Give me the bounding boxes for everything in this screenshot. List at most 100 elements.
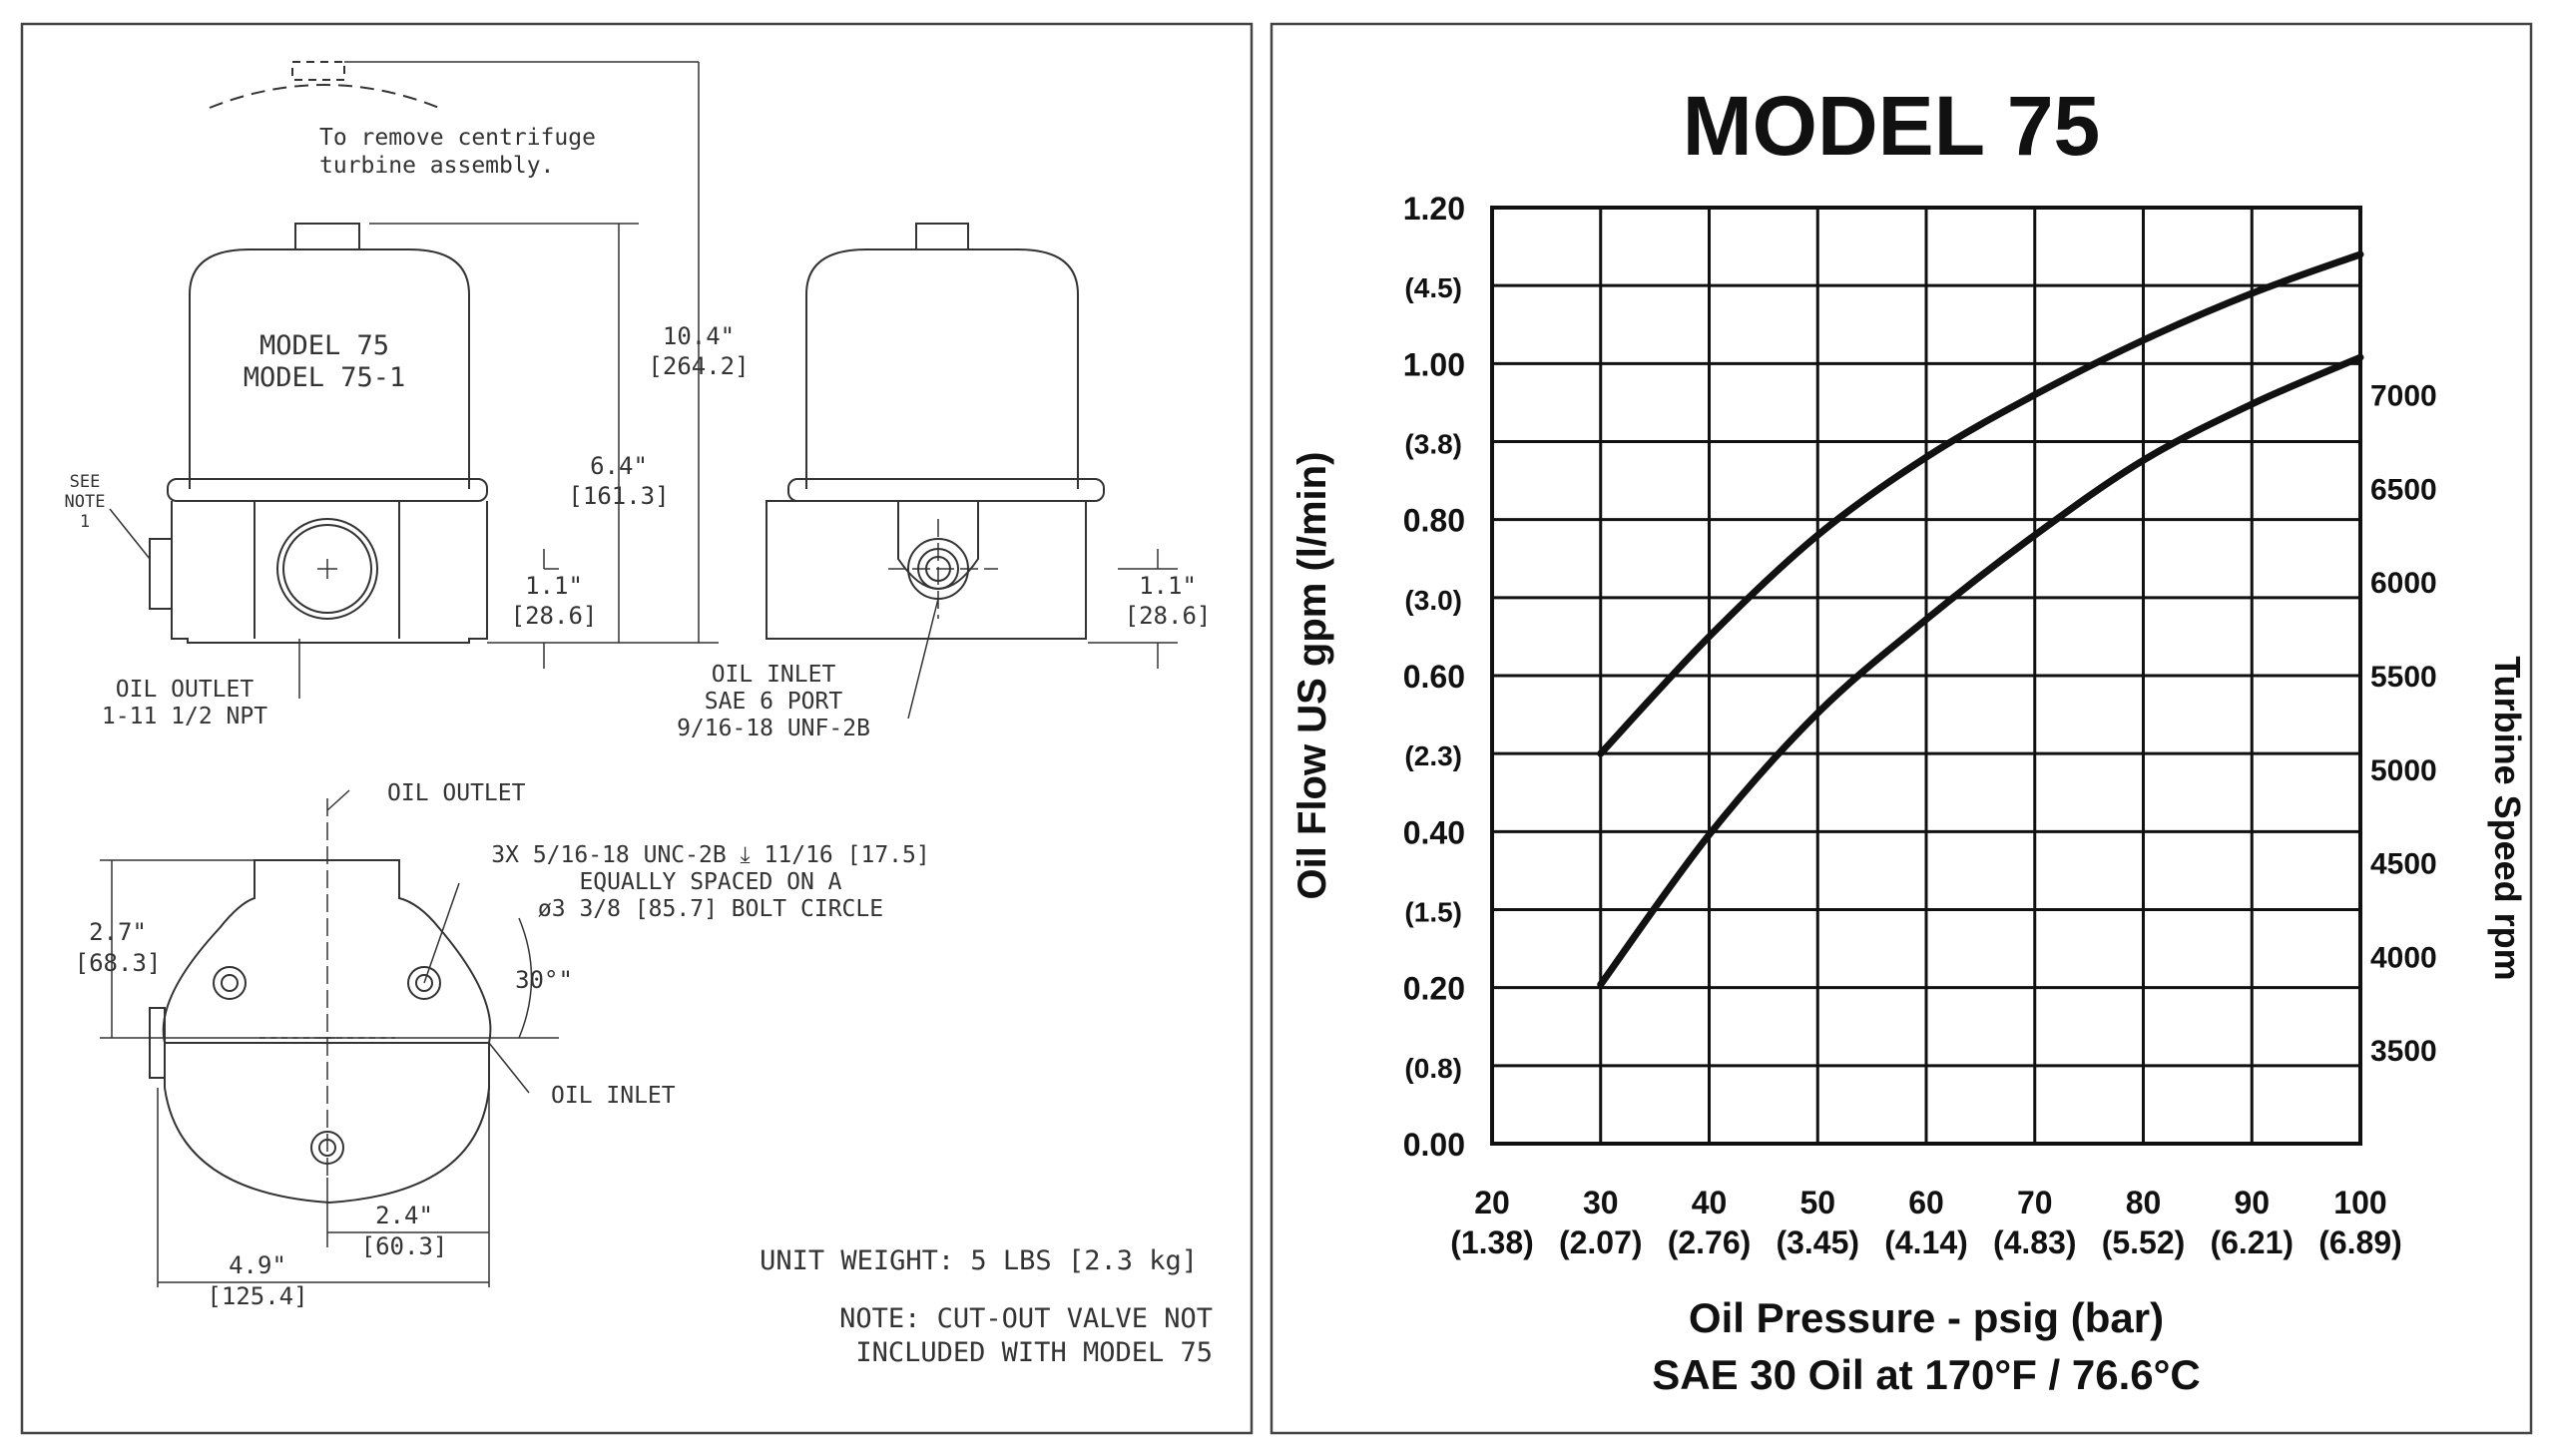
y-tick-sublabel: (3.8) <box>1404 429 1462 460</box>
dimensional-drawing <box>20 22 1254 1435</box>
dim-outlet-height: [28.6] <box>511 602 598 630</box>
see-note-label: NOTE <box>65 492 106 512</box>
y-tick-label: 1.20 <box>1403 191 1465 227</box>
x-tick-sublabel: (4.83) <box>1993 1224 2077 1260</box>
oil-inlet-spec: SAE 6 PORT <box>705 689 843 715</box>
y-tick-sublabel: (1.5) <box>1404 897 1462 928</box>
x-tick-label: 20 <box>1474 1185 1510 1220</box>
dim-body-height: 6.4" <box>590 452 648 480</box>
y2-tick-label: 6000 <box>2370 567 2437 600</box>
x-axis-ticks: 20 (1.38) 30 (2.07) 40 (2.76) 50 (3.45) 60 (4.14)… <box>1450 1185 2402 1260</box>
see-note-label: 1 <box>80 512 90 532</box>
x-tick-label: 60 <box>1908 1185 1944 1220</box>
y2-tick-label: 7000 <box>2370 380 2437 413</box>
svg-text:3X 5/16-18 UNC-2B ⤓ 11/16 [17.: 3X 5/16-18 UNC-2B ⤓ 11/16 [17.5] EQUALLY … <box>491 842 929 922</box>
x-tick-label: 50 <box>1799 1185 1835 1220</box>
top-oil-inlet-label: OIL INLET <box>551 1083 676 1109</box>
bolt-spec: EQUALLY SPACED ON A <box>579 869 841 895</box>
chart-series <box>1597 250 2364 989</box>
x-tick-label: 70 <box>2017 1185 2053 1220</box>
top-view <box>149 798 492 1205</box>
dim-inlet-height: [28.6] <box>1125 602 1212 630</box>
svg-text:1.1"[28.6]: 1.1" [28.6] <box>511 572 598 630</box>
oil-inlet-spec: OIL INLET <box>712 662 836 688</box>
dim-overall-height: [264.2] <box>648 352 749 380</box>
dim-top-height: 2.7" <box>89 918 147 946</box>
y-tick-label: 0.60 <box>1403 659 1465 695</box>
chart-title: MODEL 75 <box>1683 79 2101 173</box>
x-tick-sublabel: (6.89) <box>2318 1224 2402 1260</box>
svg-text:2.7"[68.3]: 2.7" [68.3] <box>75 918 162 977</box>
svg-text:2.4"[60.3]: 2.4" [60.3] <box>361 1202 448 1260</box>
note-line: INCLUDED WITH MODEL 75 <box>855 1337 1213 1368</box>
see-note-label: SEE <box>70 472 101 492</box>
svg-text:10.4"[264.2]: 10.4" [264.2] <box>648 322 749 380</box>
top-oil-outlet-label: OIL OUTLET <box>387 780 526 806</box>
drawing-frame <box>20 22 1254 1435</box>
y-axis-ticks: 0.00 0.20 0.40 0.60 0.80 1.00 1.20 (0.8) (1.5) (2… <box>1403 191 1465 1163</box>
dim-overall-width: 4.9" <box>229 1251 286 1279</box>
y2-axis-ticks: 3500 4000 4500 5000 5500 6000 6500 7000 <box>2370 380 2437 1069</box>
y-tick-sublabel: (0.8) <box>1404 1053 1462 1084</box>
x-tick-label: 100 <box>2333 1185 2386 1220</box>
dim-overall-width: [125.4] <box>207 1282 307 1310</box>
y2-tick-label: 4000 <box>2370 941 2437 974</box>
clearance-arc <box>209 84 440 109</box>
x-tick-sublabel: (6.21) <box>2210 1224 2294 1260</box>
bolt-spec: ø3 3/8 [85.7] BOLT CIRCLE <box>538 896 883 922</box>
y2-tick-label: 5000 <box>2370 754 2437 787</box>
y-tick-label: 1.00 <box>1403 346 1465 382</box>
drawing-labels: To remove centrifuge turbine assembly. MO… <box>65 125 1213 1368</box>
performance-chart: MODEL 75 20 (1.38) 30 (2.07) 40 (2.76) 50 (3.45… <box>1270 22 2533 1435</box>
dim-body-height: [161.3] <box>568 482 669 510</box>
y2-tick-label: 6500 <box>2370 473 2437 506</box>
bolt-spec: 3X 5/16-18 UNC-2B ⤓ 11/16 [17.5] <box>491 842 929 868</box>
dim-offset-width: [60.3] <box>361 1232 448 1260</box>
x-tick-label: 40 <box>1692 1185 1728 1220</box>
x-tick-sublabel: (2.76) <box>1668 1224 1752 1260</box>
y-tick-label: 0.00 <box>1403 1127 1465 1163</box>
clearance-note-line: turbine assembly. <box>319 153 554 179</box>
chart-grid <box>1490 206 2362 1146</box>
y-tick-sublabel: (3.0) <box>1404 585 1462 616</box>
x-tick-sublabel: (5.52) <box>2102 1224 2186 1260</box>
x-tick-sublabel: (2.07) <box>1559 1224 1643 1260</box>
y2-tick-label: 5500 <box>2370 661 2437 694</box>
y-axis-label: Oil Flow US gpm (l/min) <box>1290 452 1334 900</box>
note-line: NOTE: CUT-OUT VALVE NOT <box>839 1303 1213 1334</box>
chart-frame <box>1270 22 2533 1435</box>
dim-overall-height: 10.4" <box>663 322 735 350</box>
dim-offset-width: 2.4" <box>375 1202 433 1229</box>
svg-text:4.9"[125.4]: 4.9" [125.4] <box>207 1251 307 1310</box>
x-tick-sublabel: (1.38) <box>1450 1224 1534 1260</box>
model-label: MODEL 75 <box>259 330 389 361</box>
model-label: MODEL 75-1 <box>244 362 406 393</box>
side-view <box>766 223 1105 640</box>
y-tick-sublabel: (4.5) <box>1404 272 1462 303</box>
x-tick-label: 30 <box>1583 1185 1619 1220</box>
dim-outlet-height: 1.1" <box>525 572 583 600</box>
turbine-speed-line <box>1597 353 2364 989</box>
front-view <box>149 223 488 644</box>
x-axis-label: Oil Pressure - psig (bar) <box>1689 1294 2164 1341</box>
svg-text:1.1"[28.6]: 1.1" [28.6] <box>1125 572 1212 630</box>
y2-tick-label: 3500 <box>2370 1035 2437 1068</box>
dim-inlet-height: 1.1" <box>1139 572 1197 600</box>
svg-text:6.4"[161.3]: 6.4" [161.3] <box>568 452 669 510</box>
y-tick-label: 0.40 <box>1403 814 1465 850</box>
oil-inlet-spec: 9/16-18 UNF-2B <box>677 716 870 741</box>
y2-axis-label: Turbine Speed rpm <box>2487 656 2528 980</box>
plot-area-border <box>1490 206 2362 1146</box>
dim-top-height: [68.3] <box>75 949 162 977</box>
unit-weight: UNIT WEIGHT: 5 LBS [2.3 kg] <box>760 1245 1198 1276</box>
x-tick-label: 90 <box>2234 1185 2270 1220</box>
y-tick-label: 0.80 <box>1403 503 1465 539</box>
clearance-note-line: To remove centrifuge <box>319 125 596 151</box>
